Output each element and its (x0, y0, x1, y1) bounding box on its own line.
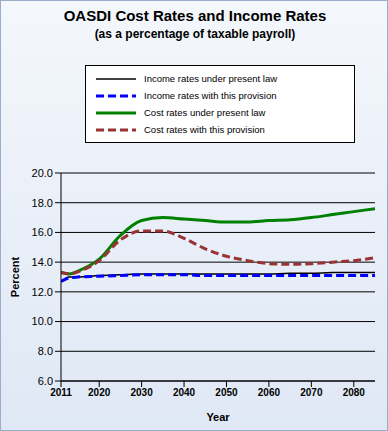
svg-text:2050: 2050 (215, 387, 238, 398)
svg-text:20.0: 20.0 (32, 167, 53, 179)
svg-text:Year: Year (206, 411, 230, 423)
svg-text:18.0: 18.0 (32, 197, 53, 209)
svg-text:2040: 2040 (173, 387, 196, 398)
html-text:Cost rates with this provision: Cost rates with this provision (144, 124, 265, 135)
svg-text:2070: 2070 (300, 387, 323, 398)
svg-text:2060: 2060 (258, 387, 281, 398)
svg-text:16.0: 16.0 (32, 226, 53, 238)
svg-text:10.0: 10.0 (32, 315, 53, 327)
svg-text:14.0: 14.0 (32, 256, 53, 268)
html-text:(as a percentage of taxable pa: (as a percentage of taxable payroll) (94, 27, 296, 41)
svg-text:12.0: 12.0 (32, 286, 53, 298)
html-text:Income rates with this provisi: Income rates with this provision (144, 90, 277, 101)
html-text:OASDI Cost Rates and Income Ra: OASDI Cost Rates and Income Rates (63, 7, 327, 24)
svg-text:2080: 2080 (343, 387, 366, 398)
svg-text:6.0: 6.0 (38, 375, 53, 387)
html-text:Income rates under present law: Income rates under present law (144, 73, 278, 84)
html-text:Cost rates under present law: Cost rates under present law (144, 107, 266, 118)
svg-text:2030: 2030 (130, 387, 153, 398)
svg-text:2020: 2020 (88, 387, 111, 398)
svg-text:8.0: 8.0 (38, 345, 53, 357)
svg-text:2011: 2011 (50, 387, 72, 398)
svg-text:Percent: Percent (9, 256, 21, 297)
